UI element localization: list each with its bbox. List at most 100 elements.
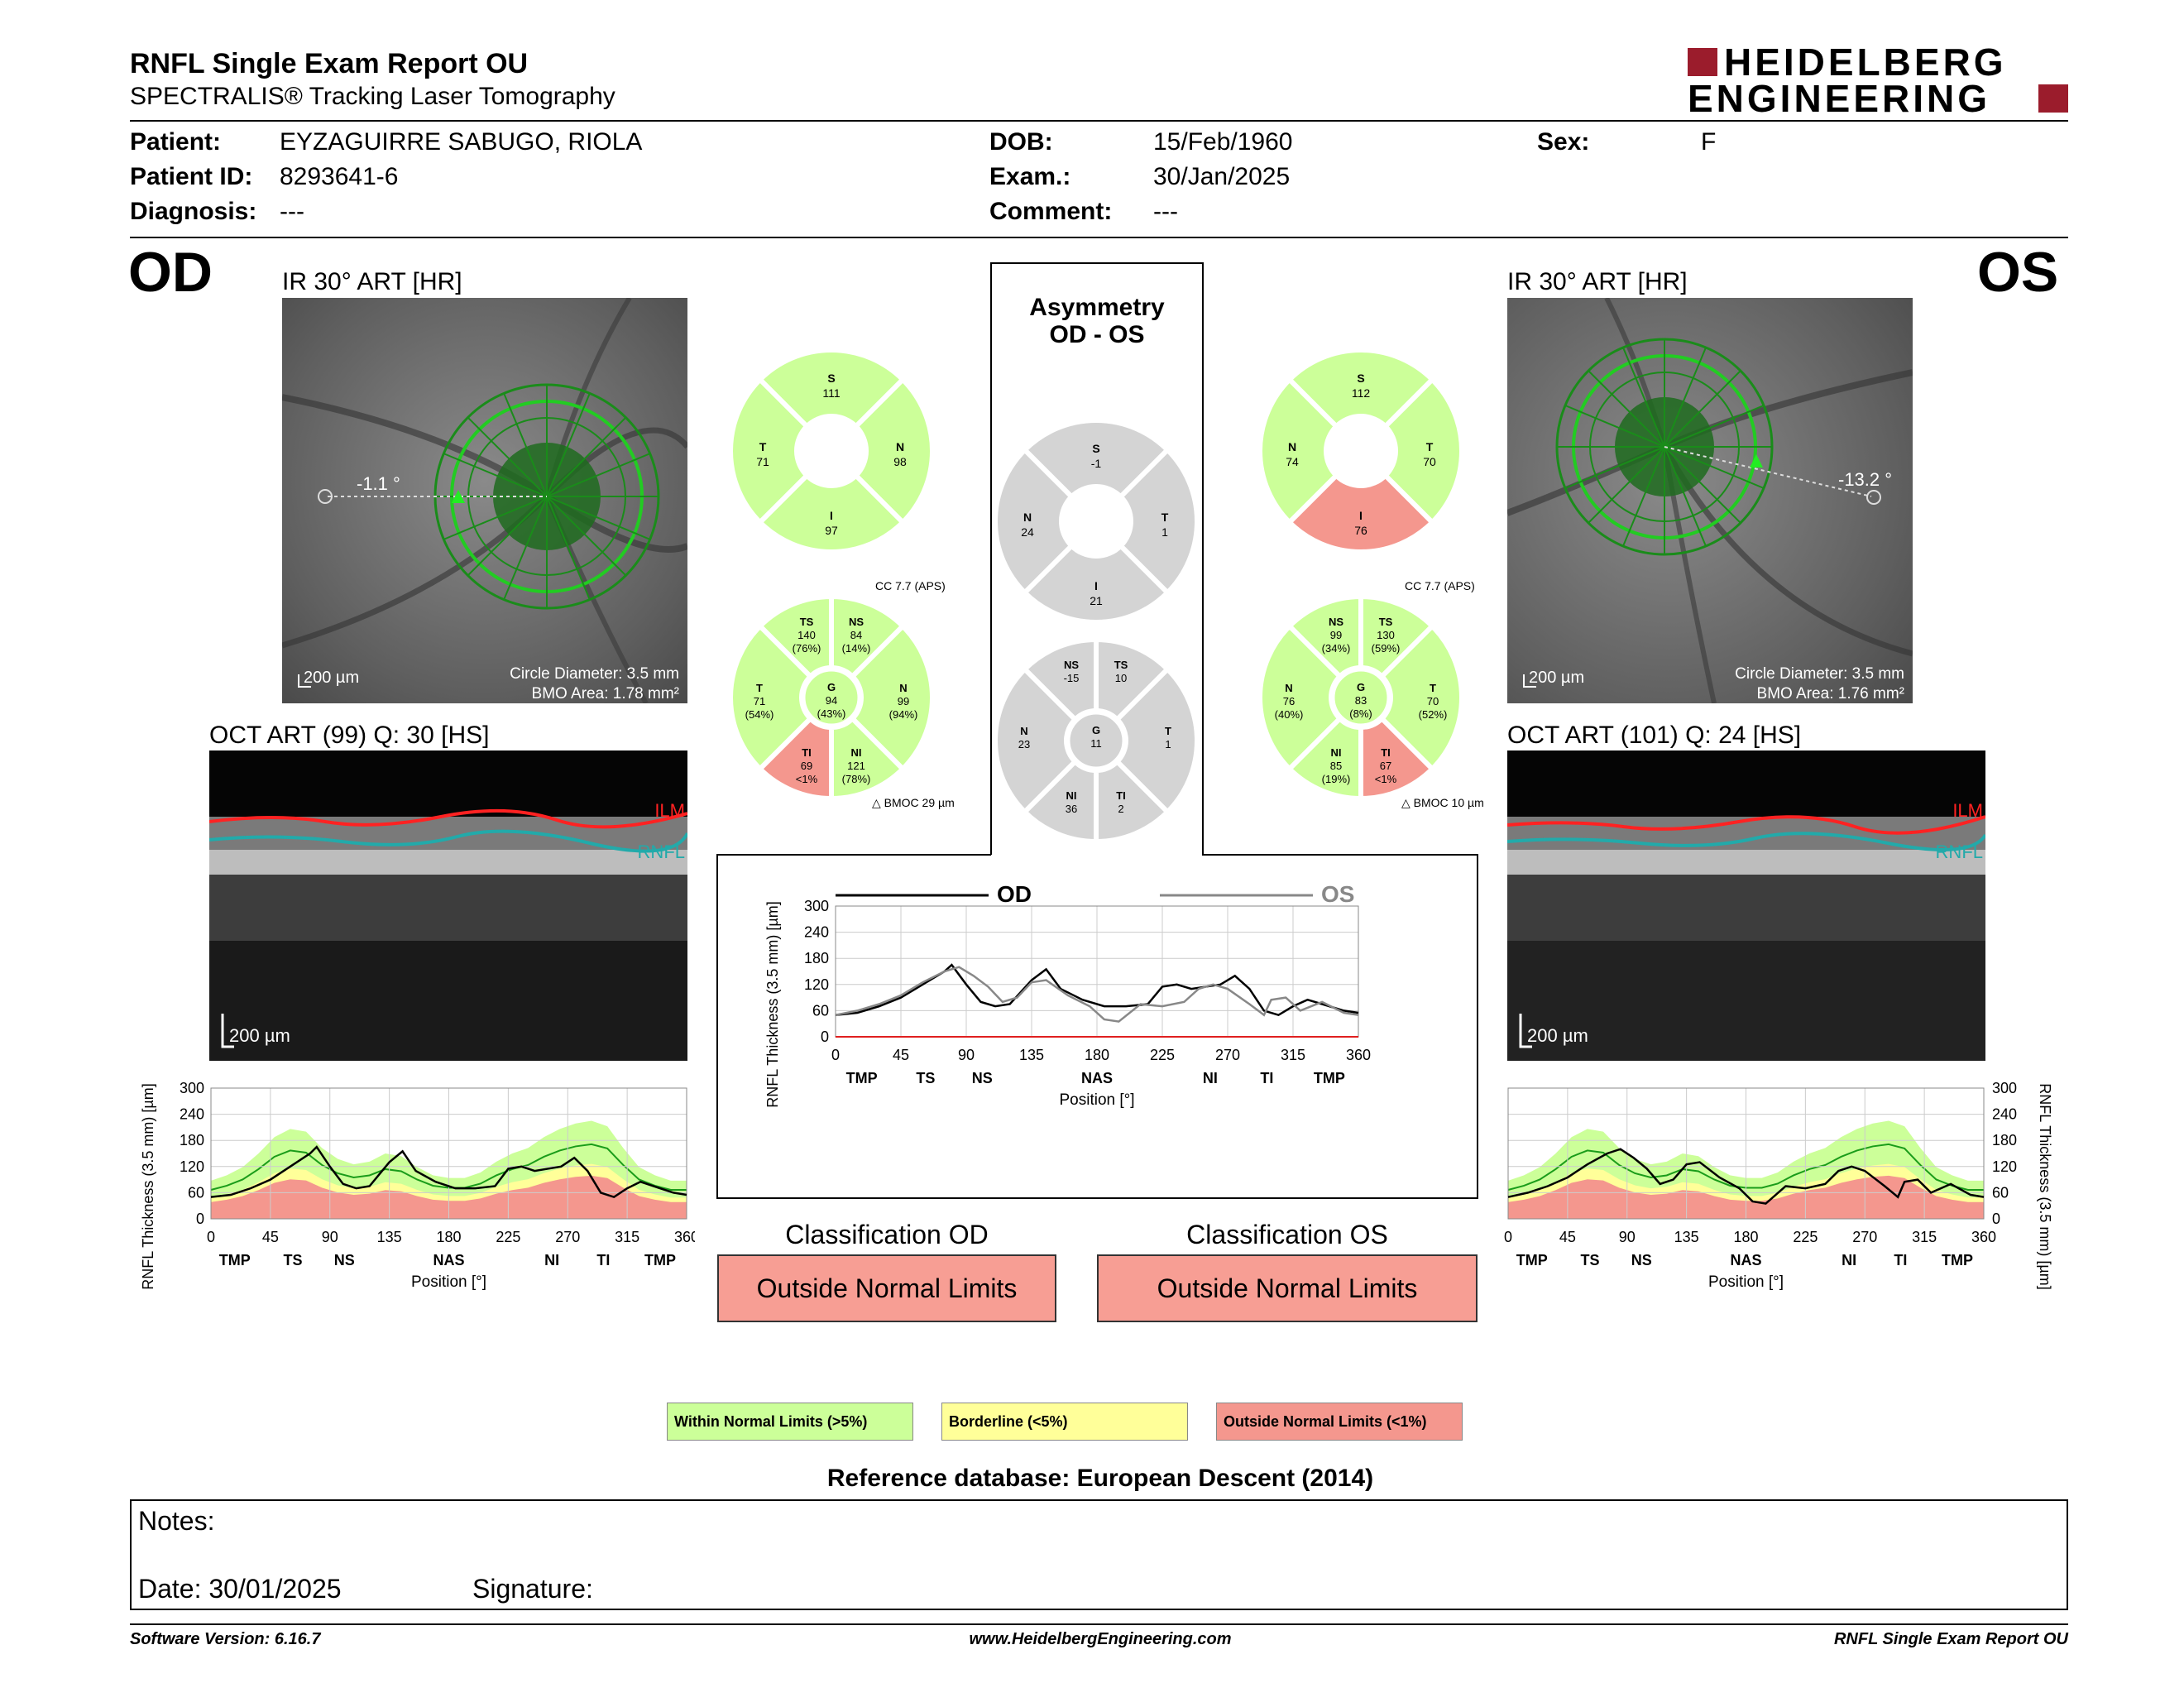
region-label: TMP — [846, 1070, 878, 1086]
exam-value: 30/Jan/2025 — [1153, 163, 1291, 190]
region-label: TS — [916, 1070, 935, 1086]
asym-sector-wedge-ti — [1094, 758, 1171, 844]
classification-od-label: Classification OD — [785, 1220, 989, 1249]
asym-sector-value-ni: 36 — [1066, 803, 1077, 815]
os-sector-wedge-ts — [1358, 594, 1436, 680]
x-tick-label: 0 — [1504, 1229, 1512, 1245]
od-quad-label-i: I — [830, 509, 833, 522]
x-tick-label: 225 — [1150, 1047, 1175, 1063]
od-sector-value-ns: 84 — [850, 629, 862, 641]
asym-quad-wedge-t — [1117, 446, 1200, 597]
od-sector-wedge-ns — [829, 594, 907, 680]
asym-sector-value-ts: 10 — [1115, 672, 1127, 684]
x-tick-label: 360 — [1346, 1047, 1371, 1063]
os-sector-wedge-n — [1257, 622, 1343, 773]
asym-sector-wedge-ni — [1021, 758, 1099, 844]
header-rule — [130, 120, 2068, 122]
od-ir-title: IR 30° ART [HR] — [282, 268, 462, 295]
os-quad-wedge-t — [1382, 376, 1464, 526]
os-rnfl-label: RNFL — [1936, 842, 1983, 862]
asym-quad-value-t: 1 — [1161, 525, 1168, 539]
footer-website[interactable]: www.HeidelbergEngineering.com — [969, 1630, 1232, 1648]
asym-sector-wedge-ns — [1021, 637, 1099, 723]
notes-box[interactable]: Notes: Date: 30/01/2025 Signature: — [130, 1499, 2068, 1610]
os-quad-label-i: I — [1359, 509, 1363, 522]
x-tick-label: 360 — [1971, 1229, 1996, 1245]
od-sector-label-n: N — [899, 682, 907, 694]
od-sector-pct-ns: (14%) — [842, 642, 871, 655]
od-oct-scale: 200 µm — [229, 1025, 290, 1046]
y-tick-label: 0 — [1992, 1211, 2000, 1227]
asym-sector-label-ti: TI — [1116, 789, 1126, 802]
asym-quad-wedge-s — [1021, 418, 1171, 501]
os-quad-label-s: S — [1357, 372, 1364, 385]
od-sector-pct-t: (54%) — [745, 708, 774, 721]
region-label: TMP — [1314, 1070, 1345, 1086]
od-sector-wedge-n — [849, 622, 935, 773]
y-tick-label: 300 — [1992, 1080, 2017, 1096]
os-eye-label: OS — [1977, 241, 2059, 304]
y-axis-label: RNFL Thickness (3.5 mm) [µm] — [2037, 1083, 2053, 1289]
series-line-os — [835, 966, 1359, 1023]
os-sector-value-n: 76 — [1283, 695, 1295, 707]
patient-rule — [130, 237, 2068, 238]
x-axis-label: Position [°] — [411, 1273, 486, 1291]
x-tick-label: 135 — [1674, 1229, 1699, 1245]
os-sector-wedge-g — [1332, 669, 1390, 727]
os-sector-label-t: T — [1430, 682, 1436, 694]
asym-sector-value-n: 23 — [1018, 738, 1030, 750]
od-angle-text: -1.1 ° — [357, 473, 400, 494]
od-sector-pct-g: (43%) — [817, 707, 846, 720]
x-tick-label: 225 — [496, 1229, 520, 1245]
plot-frame — [1507, 1087, 1985, 1220]
asym-sector-label-t: T — [1165, 725, 1171, 737]
os-angle-text: -13.2 ° — [1838, 469, 1892, 490]
legend-label-os: OS — [1321, 881, 1354, 907]
patient-id-label: Patient ID: — [130, 163, 253, 190]
od-rnfl-label: RNFL — [638, 842, 685, 862]
od-sector-wedge-t — [728, 622, 814, 773]
os-sector-pct-ni: (19%) — [1322, 773, 1351, 785]
footer-report: RNFL Single Exam Report OU — [1833, 1630, 2068, 1648]
od-fundus-scale: 200 µm — [304, 669, 359, 687]
os-sector-wedge-t — [1378, 622, 1464, 773]
od-bmoc-value: BMOC 29 µm — [884, 796, 955, 809]
legend-borderline: Borderline (<5%) — [941, 1403, 1188, 1441]
os-ir-title: IR 30° ART [HR] — [1507, 268, 1688, 295]
asym-quad-value-i: 21 — [1090, 594, 1103, 607]
os-sector-label-ni: NI — [1331, 746, 1342, 759]
os-quad-value-s: 112 — [1352, 386, 1371, 400]
y-tick-label: 60 — [188, 1184, 204, 1201]
os-fundus-scale: 200 µm — [1529, 669, 1584, 687]
y-tick-label: 180 — [1992, 1132, 2017, 1149]
sex-value: F — [1701, 128, 1717, 156]
y-tick-label: 180 — [180, 1132, 204, 1149]
dob-value: 15/Feb/1960 — [1153, 128, 1293, 156]
report-subtitle: SPECTRALIS® Tracking Laser Tomography — [130, 83, 615, 110]
od-cc-text: CC 7.7 (APS) — [875, 579, 946, 592]
os-circle-diameter: Circle Diameter: 3.5 mm — [1735, 665, 1904, 683]
comment-label: Comment: — [989, 198, 1113, 225]
os-sector-pct-ns: (34%) — [1322, 642, 1351, 655]
notes-label: Notes: — [138, 1506, 215, 1536]
asym-quad-label-i: I — [1094, 579, 1098, 592]
x-tick-label: 180 — [436, 1229, 461, 1245]
os-sector-value-g: 83 — [1355, 694, 1367, 707]
os-quad-wedge-i — [1286, 472, 1436, 554]
y-tick-label: 120 — [804, 976, 829, 993]
comment-value: --- — [1153, 198, 1178, 225]
y-axis-label: RNFL Thickness (3.5 mm) [µm] — [140, 1083, 156, 1289]
os-quad-value-i: 76 — [1354, 524, 1367, 537]
od-bmo-area: BMO Area: 1.78 mm² — [532, 685, 679, 703]
asym-quad-label-t: T — [1161, 511, 1169, 524]
od-quad-value-t: 71 — [756, 455, 769, 468]
region-label: TI — [596, 1252, 610, 1268]
os-sector-wedge-ni — [1286, 715, 1363, 801]
os-sector-pct-t: (52%) — [1419, 708, 1448, 721]
os-sector-value-ni: 85 — [1330, 760, 1342, 772]
y-tick-label: 240 — [1992, 1106, 2017, 1123]
region-label: TMP — [644, 1252, 676, 1268]
od-quad-wedge-t — [728, 376, 811, 526]
region-label: NAS — [433, 1252, 464, 1268]
footer-rule — [130, 1623, 2068, 1625]
